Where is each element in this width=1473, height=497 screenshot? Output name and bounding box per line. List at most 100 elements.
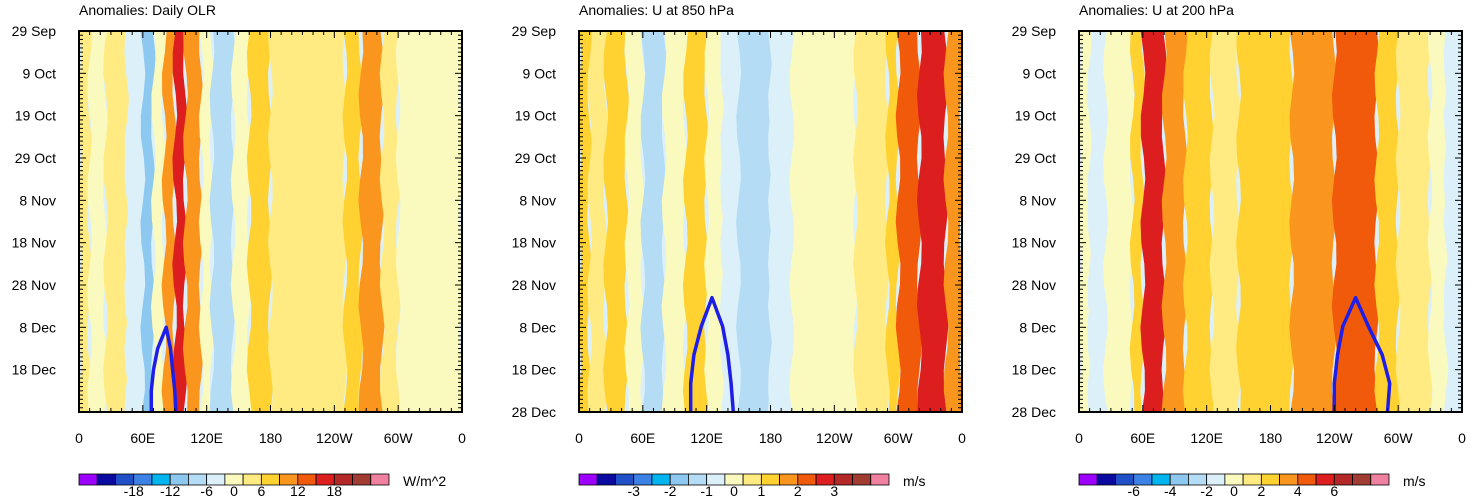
y-tick-label: 19 Oct — [1015, 108, 1056, 124]
band-285-300 — [379, 31, 401, 412]
x-tick-label: 180 — [259, 430, 283, 446]
x-tick-label: 0 — [1075, 430, 1083, 446]
colorbar-label: 6 — [1330, 483, 1338, 497]
x-tick-label: 0 — [75, 430, 83, 446]
colorbar-label: -2 — [664, 483, 677, 497]
band-70-80 — [151, 31, 167, 412]
band-300-360 — [395, 31, 462, 412]
colorbar-label: 1 — [757, 483, 765, 497]
colorbar-label: -1 — [700, 483, 713, 497]
band-10-25 — [1087, 31, 1109, 412]
colorbar-label: -18 — [124, 483, 144, 497]
panel-1: Anomalies: Daily OLR 29 Sep 9 Oct 19 Oct 29 … — [12, 2, 466, 497]
y-tick-label: 8 Dec — [1019, 319, 1056, 335]
colorbar-swatch — [96, 473, 116, 486]
band-200-240 — [1289, 31, 1337, 412]
y-tick-label: 8 Nov — [1019, 192, 1056, 208]
y-tick-label: 19 Oct — [15, 108, 56, 124]
band-345-360 — [1443, 31, 1462, 412]
x-tick-label: 120E — [690, 430, 723, 446]
band-250-265 — [342, 31, 364, 412]
y-tick-label: 29 Oct — [515, 150, 556, 166]
colorbar-label: 0 — [230, 483, 238, 497]
band-25-45 — [603, 31, 630, 412]
x-tick-label: 60E — [1130, 430, 1155, 446]
y-tick-label: 29 Sep — [12, 23, 57, 39]
band-25-50 — [1103, 31, 1135, 412]
y-tick-label: 8 Dec — [519, 319, 556, 335]
colorbar-label: 4 — [1294, 483, 1302, 497]
colorbar-label: 0 — [730, 483, 738, 497]
y-tick-label: 29 Sep — [1012, 23, 1057, 39]
band-0-10 — [579, 31, 593, 412]
x-tick-label: 0 — [1458, 430, 1466, 446]
y-tick-label: 28 Nov — [12, 277, 56, 293]
colorbar-swatch — [870, 473, 890, 486]
x-tick-label: 120W — [316, 430, 353, 446]
x-tick-label: 120E — [190, 430, 223, 446]
band-0-10 — [1079, 31, 1093, 412]
panel-title: Anomalies: U at 200 hPa — [1079, 2, 1234, 18]
band-330-345 — [1427, 31, 1449, 412]
contour-line — [1332, 295, 1392, 412]
band-150-180 — [736, 31, 773, 412]
colorbar-swatch — [370, 473, 390, 486]
colorbar-label: -12 — [160, 483, 180, 497]
y-tick-label: 28 Dec — [1012, 404, 1056, 420]
x-tick-label: 0 — [958, 430, 966, 446]
panel-2: Anomalies: U at 850 hPa 29 Sep 9 Oct 19 Oct… — [512, 2, 966, 497]
band-300-320 — [895, 31, 922, 412]
y-tick-label: 29 Oct — [1015, 150, 1056, 166]
y-tick-label: 8 Dec — [19, 319, 56, 335]
colorbar-swatch — [1096, 473, 1116, 486]
band-280-300 — [1374, 31, 1401, 412]
colorbar-units: m/s — [1403, 473, 1426, 489]
colorbar-label: 2 — [1257, 483, 1265, 497]
band-300-330 — [1395, 31, 1433, 412]
colorbar-swatch — [78, 473, 98, 486]
colorbar-units: m/s — [903, 473, 926, 489]
colorbar-label: 12 — [290, 483, 306, 497]
x-tick-label: 0 — [575, 430, 583, 446]
band-240-280 — [1331, 31, 1380, 412]
colorbar-swatch — [1078, 473, 1098, 486]
y-tick-label: 18 Dec — [512, 362, 556, 378]
colorbar-label: 3 — [830, 483, 838, 497]
x-tick-label: 120W — [1316, 430, 1353, 446]
panel-3: Anomalies: U at 200 hPa 29 Sep 9 Oct 19 Oct… — [1012, 2, 1466, 497]
band-100-115 — [182, 31, 204, 412]
band-100-120 — [682, 31, 710, 412]
band-160-180 — [246, 31, 273, 412]
x-tick-label: 180 — [759, 430, 783, 446]
band-135-150 — [720, 31, 742, 412]
y-tick-label: 28 Dec — [512, 404, 556, 420]
colorbar-label: 6 — [257, 483, 265, 497]
colorbar-label: -6 — [1127, 483, 1140, 497]
x-tick-label: 0 — [458, 430, 466, 446]
y-tick-label: 8 Nov — [19, 192, 56, 208]
y-tick-label: 18 Dec — [1012, 362, 1056, 378]
band-0-10 — [79, 31, 93, 412]
x-tick-label: 60E — [630, 430, 655, 446]
panel-title: Anomalies: U at 850 hPa — [579, 2, 734, 18]
colorbar-label: -2 — [1200, 483, 1213, 497]
band-125-150 — [1209, 31, 1242, 412]
colorbar-label: -6 — [200, 483, 213, 497]
band-90-100 — [172, 31, 188, 412]
colorbar-label: 2 — [794, 483, 802, 497]
x-tick-label: 120W — [816, 430, 853, 446]
y-tick-label: 29 Sep — [512, 23, 557, 39]
x-tick-label: 60E — [130, 430, 155, 446]
band-125-145 — [209, 31, 236, 412]
colorbar-swatch — [852, 473, 872, 486]
x-tick-label: 60W — [384, 430, 414, 446]
colorbar-units: W/m^2 — [403, 473, 446, 489]
y-tick-label: 18 Nov — [512, 235, 556, 251]
band-345-360 — [943, 31, 962, 412]
colorbar-swatch — [1352, 473, 1372, 486]
band-180-250 — [268, 31, 348, 412]
band-60-80 — [1140, 31, 1167, 412]
colorbar-label: -4 — [1164, 483, 1177, 497]
band-150-200 — [1236, 31, 1295, 412]
